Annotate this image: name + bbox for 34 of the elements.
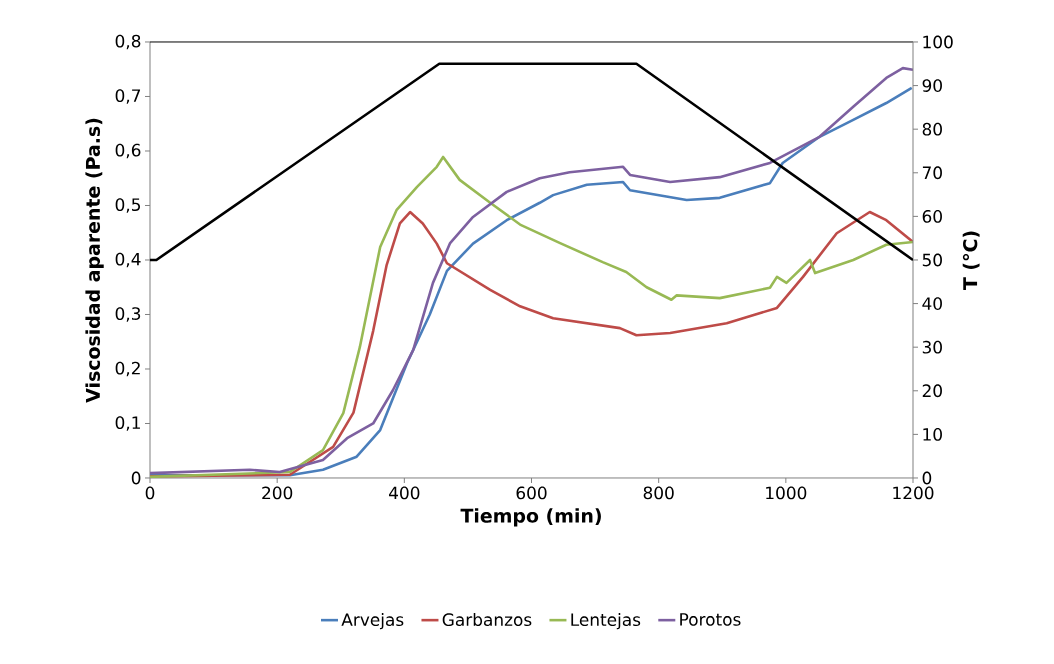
- y2-tick-label: 90: [922, 79, 942, 92]
- y2-tick-label: 20: [922, 384, 942, 398]
- y2-tick-label: 10: [923, 427, 942, 441]
- y-tick-label: 0,8: [115, 34, 141, 50]
- x-tick-label: 0: [145, 486, 155, 500]
- legend-label: Garbanzos: [442, 612, 532, 627]
- y2-tick-label: 80: [922, 122, 942, 136]
- y-tick-label: 0: [131, 471, 141, 485]
- x-tick-label: 200: [262, 486, 293, 500]
- x-tick-label: 800: [643, 486, 674, 500]
- y2-tick-label: 50: [922, 253, 942, 267]
- y2-tick-label: 100: [923, 35, 953, 49]
- y-axis-title: Viscosidad aparente (Pa.s): [85, 118, 104, 403]
- y-tick-label: 0,6: [115, 143, 141, 159]
- y2-tick-label: 70: [922, 166, 942, 180]
- legend-label: Arvejas: [341, 612, 404, 630]
- y2-tick-label: 0: [922, 471, 932, 485]
- y2-axis-title: T (°C): [962, 231, 980, 290]
- y-tick-label: 0,7: [115, 89, 141, 104]
- legend-label: Porotos: [680, 613, 741, 626]
- y2-tick-label: 40: [922, 297, 942, 310]
- x-tick-label: 400: [389, 486, 420, 500]
- y2-tick-label: 30: [922, 340, 942, 354]
- y-tick-label: 0,3: [115, 307, 141, 322]
- y-tick-label: 0,4: [115, 252, 141, 268]
- legend-label: Lentejas: [571, 612, 641, 630]
- x-tick-label: 1000: [766, 486, 807, 500]
- y-tick-label: 0,2: [115, 361, 140, 377]
- y2-tick-label: 60: [922, 209, 942, 223]
- x-axis-title: Tiempo (min): [460, 508, 601, 527]
- y-tick-label: 0,1: [115, 416, 140, 431]
- x-tick-label: 600: [516, 486, 547, 500]
- y-tick-label: 0,5: [115, 198, 141, 213]
- x-tick-label: 1200: [893, 486, 934, 500]
